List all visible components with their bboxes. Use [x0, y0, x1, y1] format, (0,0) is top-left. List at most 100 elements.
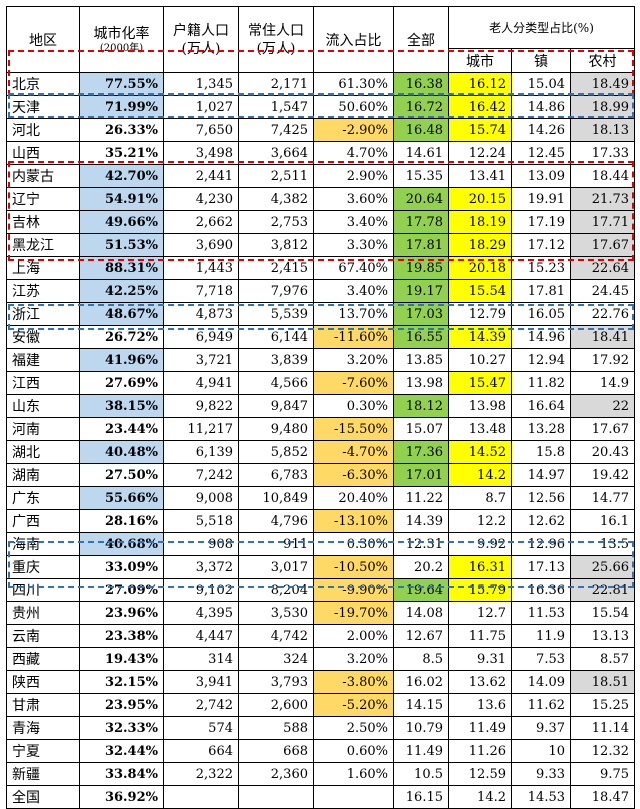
urbanization-cell: 71.99% [79, 95, 164, 119]
total-cell: 14.08 [393, 601, 449, 625]
urbanization-cell: 27.69% [79, 371, 164, 395]
hukou-pop-cell: 9,102 [163, 578, 239, 602]
town-cell: 15.23 [511, 256, 571, 280]
urbanization-cell: 26.72% [79, 325, 164, 349]
hukou-pop-cell: 7,650 [163, 118, 239, 142]
table-header-row: 地区 城市化率 (2000年) 户籍人口 (万人) 常住人口 (万人) 流入占比… [6, 6, 635, 73]
header-region: 地区 [6, 6, 80, 73]
town-cell: 11.53 [511, 601, 571, 625]
header-urbanization-note: (2000年) [99, 43, 144, 54]
urbanization-cell: 33.84% [79, 762, 164, 786]
resident-pop-cell: 2,171 [238, 72, 314, 96]
hukou-pop-cell: 1,443 [163, 256, 239, 280]
table-row: 四川 27.09% 9,102 8,204 -9.90% 19.64 15.79 16.36 2… [6, 578, 635, 602]
table-row: 重庆 33.09% 3,372 3,017 -10.50% 20.2 16.31 17.13 2… [6, 555, 635, 579]
town-cell: 16.05 [511, 302, 571, 326]
hukou-pop-cell: 3,721 [163, 348, 239, 372]
total-cell: 15.07 [393, 417, 449, 441]
hukou-pop-cell: 6,139 [163, 440, 239, 464]
town-cell: 11.9 [511, 624, 571, 648]
rural-cell: 17.33 [570, 141, 635, 165]
rural-cell: 22.81 [570, 578, 635, 602]
urbanization-cell: 40.68% [79, 532, 164, 556]
urbanization-cell: 26.33% [79, 118, 164, 142]
inflow-cell: 3.20% [313, 647, 394, 671]
rural-cell: 22.64 [570, 256, 635, 280]
city-cell: 14.52 [448, 440, 512, 464]
header-total: 全部 [393, 6, 449, 73]
region-cell: 云南 [6, 624, 80, 648]
hukou-pop-cell: 4,873 [163, 302, 239, 326]
inflow-cell: -13.10% [313, 509, 394, 533]
resident-pop-cell: 4,742 [238, 624, 314, 648]
total-cell: 16.48 [393, 118, 449, 142]
table-row: 广西 28.16% 5,518 4,796 -13.10% 14.39 12.2 12.62 1… [6, 509, 635, 533]
urbanization-cell: 88.31% [79, 256, 164, 280]
hukou-pop-cell: 7,242 [163, 463, 239, 487]
hukou-pop-cell: 3,372 [163, 555, 239, 579]
hukou-pop-cell: 1,345 [163, 72, 239, 96]
inflow-cell: -15.50% [313, 417, 394, 441]
region-cell: 山东 [6, 394, 80, 418]
city-cell: 12.24 [448, 141, 512, 165]
rural-cell: 18.51 [570, 670, 635, 694]
total-cell: 17.01 [393, 463, 449, 487]
town-cell: 7.53 [511, 647, 571, 671]
city-cell: 12.79 [448, 302, 512, 326]
total-cell: 14.61 [393, 141, 449, 165]
table-subheader-row: 城市 镇 农村 [7, 48, 635, 73]
resident-pop-cell: 7,425 [238, 118, 314, 142]
town-cell: 16.64 [511, 394, 571, 418]
urbanization-cell: 33.09% [79, 555, 164, 579]
inflow-cell: 2.00% [313, 624, 394, 648]
total-cell: 17.03 [393, 302, 449, 326]
header-elderly-group: 老人分类型占比(%) [448, 6, 635, 49]
hukou-pop-cell: 3,690 [163, 233, 239, 257]
town-cell: 16.36 [511, 578, 571, 602]
inflow-cell: -2.90% [313, 118, 394, 142]
region-cell: 西藏 [6, 647, 80, 671]
resident-pop-cell [238, 785, 314, 809]
inflow-cell: 3.60% [313, 187, 394, 211]
rural-cell: 24.45 [570, 279, 635, 303]
city-cell: 15.74 [448, 118, 512, 142]
inflow-cell: -6.30% [313, 463, 394, 487]
rural-cell: 16.1 [570, 509, 635, 533]
city-cell: 13.6 [448, 693, 512, 717]
table-row: 陕西 32.15% 3,941 3,793 -3.80% 16.02 13.62 14.09 1… [6, 670, 635, 694]
inflow-cell: 4.70% [313, 141, 394, 165]
hukou-pop-cell: 2,662 [163, 210, 239, 234]
header-city: 城市 [448, 48, 512, 73]
urbanization-cell: 48.67% [79, 302, 164, 326]
total-cell: 8.5 [393, 647, 449, 671]
city-cell: 12.2 [448, 509, 512, 533]
town-cell: 17.13 [511, 555, 571, 579]
hukou-pop-cell [163, 785, 239, 809]
urbanization-cell: 27.50% [79, 463, 164, 487]
resident-pop-cell: 2,753 [238, 210, 314, 234]
region-cell: 宁夏 [6, 739, 80, 763]
inflow-cell: 3.30% [313, 233, 394, 257]
total-cell: 13.85 [393, 348, 449, 372]
urbanization-cell: 51.53% [79, 233, 164, 257]
rural-cell: 15.25 [570, 693, 635, 717]
table-row: 河北 26.33% 7,650 7,425 -2.90% 16.48 15.74 14.26 1… [6, 118, 635, 142]
table-row: 宁夏 32.44% 664 668 0.60% 11.49 11.26 10 12.32 [6, 739, 635, 763]
hukou-pop-cell: 574 [163, 716, 239, 740]
city-cell: 13.62 [448, 670, 512, 694]
resident-pop-cell: 2,600 [238, 693, 314, 717]
city-cell: 16.42 [448, 95, 512, 119]
total-cell: 19.85 [393, 256, 449, 280]
rural-cell: 14.77 [570, 486, 635, 510]
town-cell: 17.12 [511, 233, 571, 257]
resident-pop-cell: 5,539 [238, 302, 314, 326]
inflow-cell: -9.90% [313, 578, 394, 602]
region-cell: 贵州 [6, 601, 80, 625]
city-cell: 11.26 [448, 739, 512, 763]
hukou-pop-cell: 1,027 [163, 95, 239, 119]
header-inflow: 流入占比 [313, 6, 394, 73]
inflow-cell: 3.40% [313, 210, 394, 234]
hukou-pop-cell: 5,518 [163, 509, 239, 533]
city-cell: 15.47 [448, 371, 512, 395]
resident-pop-cell: 7,976 [238, 279, 314, 303]
